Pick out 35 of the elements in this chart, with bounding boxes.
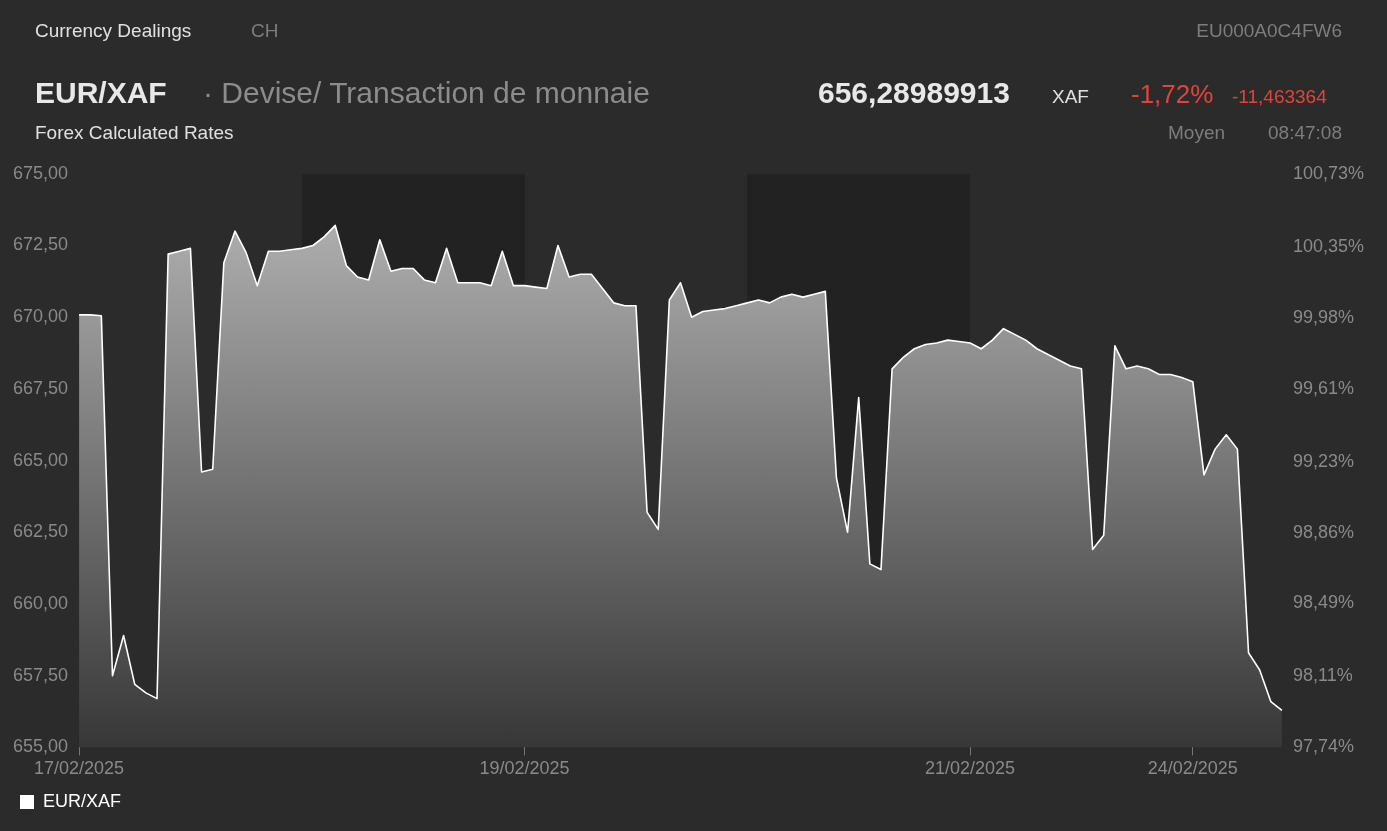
y-tick-label: 667,50: [12, 377, 69, 398]
text: XAF: [1052, 86, 1089, 108]
y2-tick-label: 98,86%: [1292, 521, 1354, 542]
y-tick-label: 675,00: [12, 162, 69, 183]
text: -1,72%: [1131, 79, 1214, 110]
x-tick-label: 17/02/2025: [34, 758, 125, 779]
y2-tick-label: 99,98%: [1292, 306, 1354, 327]
text: Moyen: [1168, 122, 1226, 144]
text: -11,463364: [1232, 86, 1327, 108]
y-tick-label: 662,50: [12, 521, 69, 542]
y-tick-label: 665,00: [12, 449, 69, 470]
y2-tick-label: 98,11%: [1292, 665, 1353, 686]
y2-tick-label: 99,61%: [1292, 377, 1354, 398]
y-tick-label: 655,00: [12, 736, 69, 757]
chart-title: EUR/XAF: [35, 76, 167, 110]
x-tick-label: 21/02/2025: [925, 758, 1016, 779]
text: 08:47:08: [1268, 122, 1342, 144]
text: CH: [251, 20, 279, 42]
legend-label: EUR/XAF: [43, 790, 122, 811]
y2-tick-label: 100,73%: [1292, 162, 1364, 183]
y2-tick-label: 99,23%: [1292, 450, 1354, 471]
x-tick-label: 24/02/2025: [1147, 758, 1238, 779]
chart-subtitle: · Devise/ Transaction de monnaie: [203, 76, 650, 110]
text: Currency Dealings: [35, 20, 192, 42]
x-tick-label: 19/02/2025: [479, 758, 570, 779]
y-tick-label: 672,50: [12, 234, 69, 255]
y-tick-label: 660,00: [12, 592, 69, 613]
y-tick-label: 657,50: [12, 664, 69, 685]
text: EU000A0C4FW6: [1196, 20, 1342, 42]
y-tick-label: 670,00: [12, 306, 69, 327]
y2-tick-label: 97,74%: [1292, 736, 1354, 757]
text: Forex Calculated Rates: [35, 122, 234, 144]
y2-tick-label: 100,35%: [1292, 235, 1364, 256]
y2-tick-label: 98,49%: [1292, 592, 1354, 613]
text: 656,28989913: [818, 76, 1010, 110]
